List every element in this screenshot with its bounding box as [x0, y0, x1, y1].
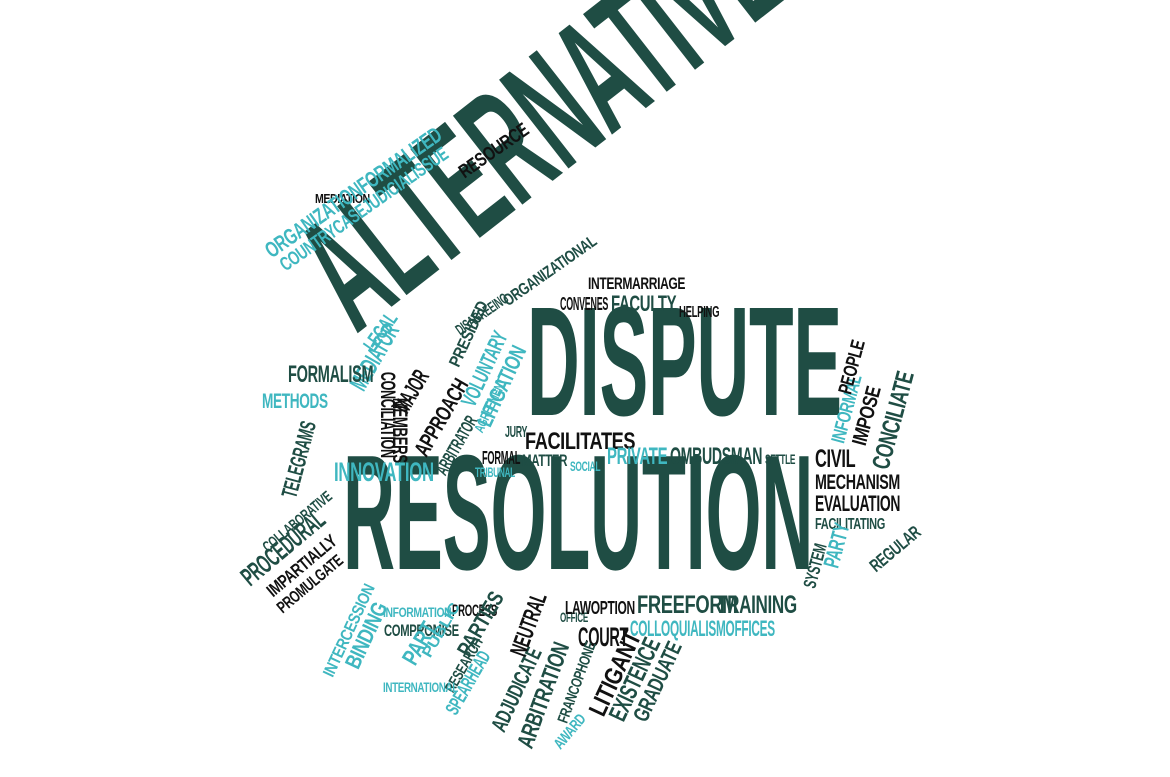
word-process: PROCESS — [452, 601, 497, 621]
word-faculty: FACULTY — [611, 290, 677, 316]
word-compromise: COMPROMISE — [384, 621, 459, 641]
word-law-option: LAWOPTION — [565, 597, 635, 618]
word-convenes: CONVENES — [560, 293, 609, 314]
word-matter: MATTER — [522, 451, 568, 471]
word-intermarriage: INTERMARRIAGE — [588, 274, 686, 294]
word-freeform: FREEFORM — [637, 591, 738, 619]
word-tribunal: TRIBUNAL — [475, 464, 515, 481]
word-civil: CIVIL — [815, 445, 856, 473]
word-social: SOCIAL — [570, 458, 601, 475]
word-innovation: INNOVATION — [334, 456, 434, 487]
word-settle: SETTLE — [765, 451, 796, 468]
word-facilitates: FACILITATES — [525, 429, 636, 456]
word-dispute: DISPUTE — [527, 274, 842, 449]
word-mechanism: MECHANISM — [815, 471, 900, 495]
word-information: INFORMATION — [383, 604, 452, 621]
word-training: TRAINING — [717, 591, 797, 619]
word-ombudsman: OMBUDSMAN — [670, 444, 763, 471]
word-mediation: MEDIATION — [315, 191, 370, 206]
word-formal: FORMAL — [482, 447, 521, 468]
word-colloquialism-offices: COLLOQUIALISMOFFICES — [630, 615, 775, 641]
word-members: MEMBERS — [387, 397, 411, 463]
word-telegrams: TELEGRAMS — [276, 418, 321, 501]
word-helping: HELPING — [679, 303, 720, 321]
word-formalism: FORMALISM — [288, 362, 374, 389]
word-private: PRIVATE — [607, 444, 668, 471]
word-methods: METHODS — [262, 390, 328, 414]
word-court: COURT — [578, 621, 629, 652]
word-evaluation: EVALUATION — [815, 490, 901, 516]
word-office: OFFICE — [560, 609, 588, 626]
word-jury: JURY — [505, 423, 528, 441]
word-resolution: RESOLUTION — [343, 421, 814, 605]
word-facilitating: FACILITATING — [815, 515, 885, 533]
word-international: INTERNATIONAL — [383, 679, 458, 696]
